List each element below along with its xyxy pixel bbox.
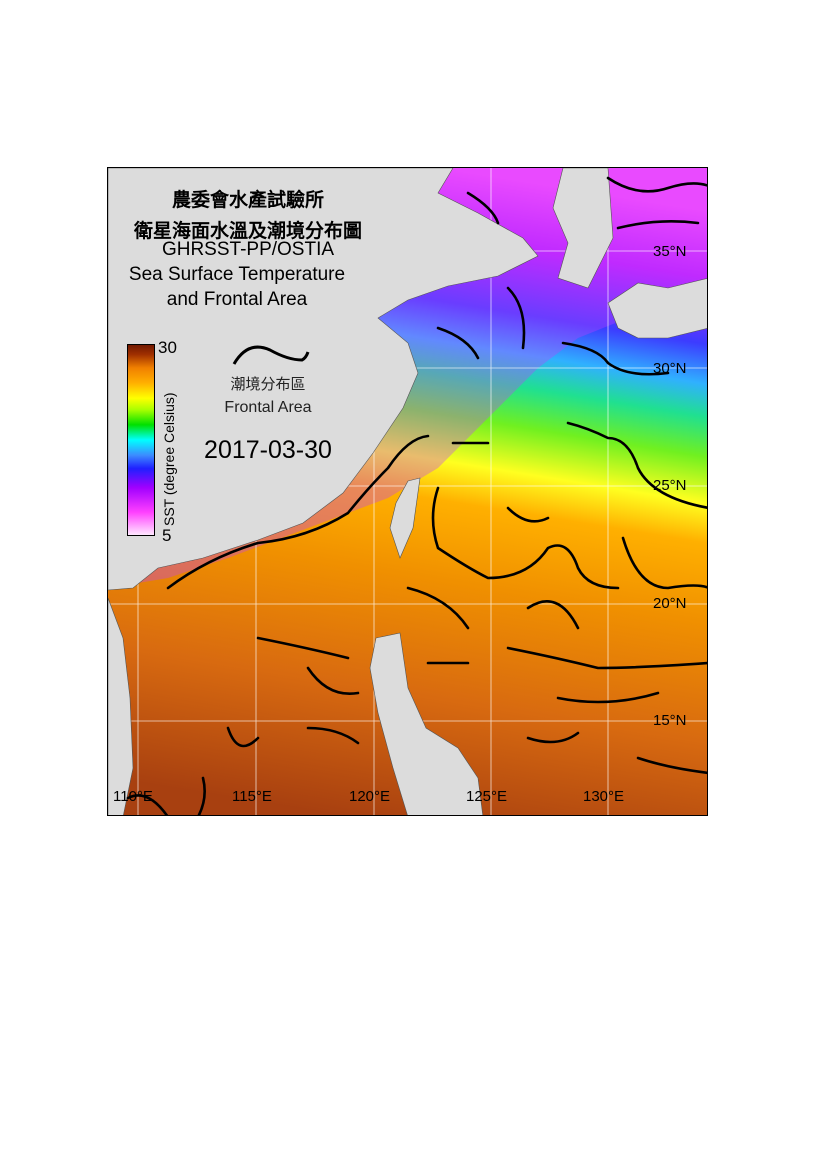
front-line (566, 421, 707, 509)
front-line (466, 191, 500, 225)
lat-label-25: 25°N (653, 477, 687, 494)
land-indochina (108, 597, 134, 815)
lat-label-20: 20°N (653, 595, 687, 612)
front-line (526, 731, 580, 744)
land (108, 168, 707, 815)
front-line (166, 434, 430, 590)
colorbar-title: SST (degree Celsius) (161, 392, 177, 526)
land-luzon (369, 632, 484, 815)
front-line (226, 726, 260, 748)
frontal-lines (126, 176, 707, 815)
lon-label-120: 120°E (349, 788, 391, 805)
lon-label-115: 115°E (232, 788, 272, 805)
front-line (556, 691, 660, 704)
front-line (506, 506, 550, 523)
colorbar (127, 344, 155, 536)
front-line (506, 646, 707, 670)
sst-map-canvas (108, 168, 707, 815)
front-line (506, 286, 526, 350)
front-line (306, 666, 360, 696)
front-line (436, 326, 480, 360)
lon-label-125: 125°E (466, 788, 508, 805)
sst-map: 農委會水產試驗所 衛星海面水溫及潮境分布圖 GHRSST-PP/OSTIA Se… (107, 167, 708, 816)
front-line (526, 600, 580, 630)
front-line (306, 726, 360, 745)
front-line (256, 636, 350, 660)
front-line (621, 536, 707, 590)
front-line (431, 486, 620, 590)
title-zh-line2: 衛星海面水溫及潮境分布圖 (133, 220, 362, 242)
colorbar-max-label: 30 (158, 338, 177, 357)
front-line (636, 756, 707, 775)
map-date: 2017-03-30 (204, 436, 332, 464)
front-line (197, 776, 206, 815)
frontal-line-legend-icon (232, 345, 310, 365)
land-taiwan (389, 477, 421, 559)
front-line (606, 176, 707, 193)
front-line (406, 586, 470, 630)
lat-label-15: 15°N (653, 712, 687, 729)
frontal-legend-zh: 潮境分布區 (230, 375, 306, 393)
title-en-line3: GHRSST-PP/OSTIA (161, 239, 335, 260)
title-zh-line1: 農委會水產試驗所 (171, 189, 324, 211)
front-line (126, 794, 169, 815)
lat-label-35: 35°N (653, 243, 687, 260)
title-en-line4: Sea Surface Temperature (128, 264, 346, 285)
front-line (616, 220, 700, 230)
title-en-line5: and Frontal Area (166, 289, 308, 310)
land-japan (607, 278, 707, 339)
lat-label-30: 30°N (653, 360, 687, 377)
lon-label-110: 110°E (113, 788, 153, 805)
frontal-legend-en: Frontal Area (224, 399, 312, 416)
front-line (561, 341, 670, 376)
lon-label-130: 130°E (583, 788, 625, 805)
colorbar-min-label: 5 (162, 526, 172, 545)
land-china (108, 168, 539, 591)
